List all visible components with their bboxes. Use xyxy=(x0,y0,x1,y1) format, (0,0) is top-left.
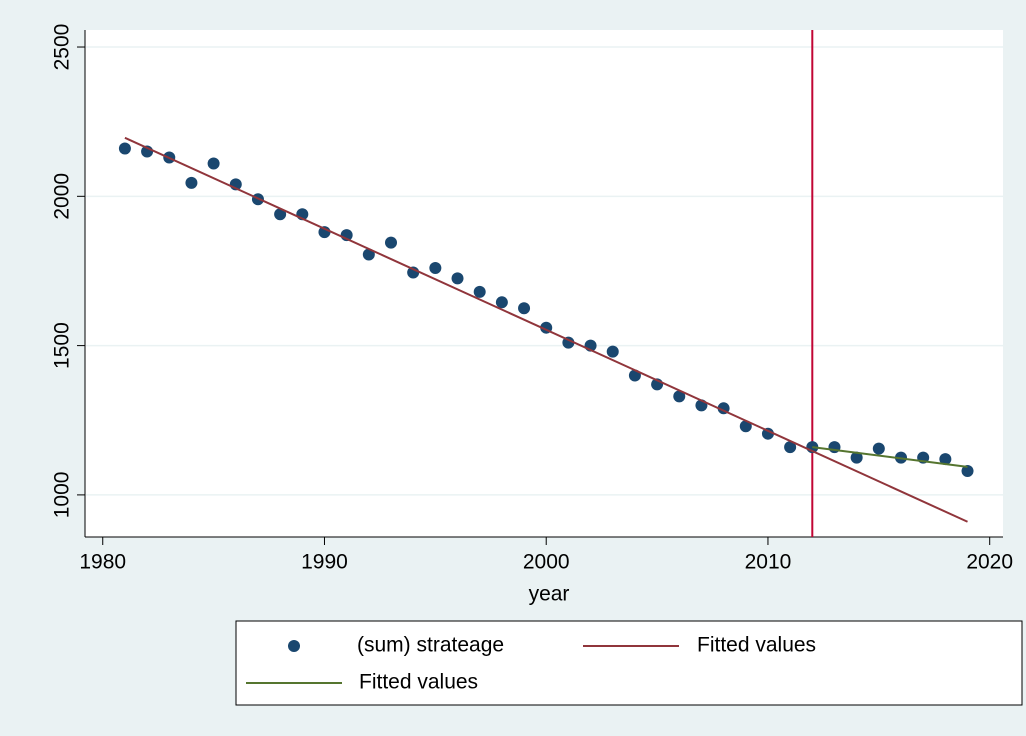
y-tick-label: 2500 xyxy=(51,24,74,71)
fit-line xyxy=(812,446,968,468)
x-axis-label: year xyxy=(529,583,570,606)
data-point xyxy=(939,453,952,466)
legend-label: Fitted values xyxy=(697,634,816,657)
x-tick-label: 2020 xyxy=(966,551,1013,574)
y-tick-label: 2000 xyxy=(51,173,74,220)
data-point xyxy=(207,157,220,170)
x-tick-label: 1980 xyxy=(79,551,126,574)
data-point xyxy=(451,272,464,285)
legend-marker xyxy=(288,640,300,652)
x-tick-label: 2000 xyxy=(523,551,570,574)
x-tick-label: 1990 xyxy=(301,551,348,574)
data-point xyxy=(673,390,686,403)
data-point xyxy=(606,345,619,358)
data-point xyxy=(784,441,797,454)
data-point xyxy=(185,176,198,189)
legend xyxy=(235,620,1023,706)
legend-label: Fitted values xyxy=(359,671,478,694)
data-point xyxy=(429,261,442,274)
x-tick-label: 2010 xyxy=(745,551,792,574)
data-point xyxy=(739,420,752,433)
data-point xyxy=(518,302,531,315)
data-point xyxy=(362,248,375,261)
data-point xyxy=(495,296,508,309)
data-point xyxy=(562,336,575,349)
y-tick-label: 1000 xyxy=(51,472,74,519)
data-point xyxy=(961,465,974,478)
data-point xyxy=(274,208,287,221)
data-point xyxy=(850,451,863,464)
data-point xyxy=(761,427,774,440)
legend-label: (sum) strateage xyxy=(357,634,504,657)
data-point xyxy=(473,285,486,298)
y-tick-label: 1500 xyxy=(51,322,74,369)
data-point xyxy=(872,442,885,455)
data-point xyxy=(385,236,397,249)
fit-line xyxy=(124,136,968,523)
data-point xyxy=(118,142,131,155)
plot-area xyxy=(85,30,1003,537)
